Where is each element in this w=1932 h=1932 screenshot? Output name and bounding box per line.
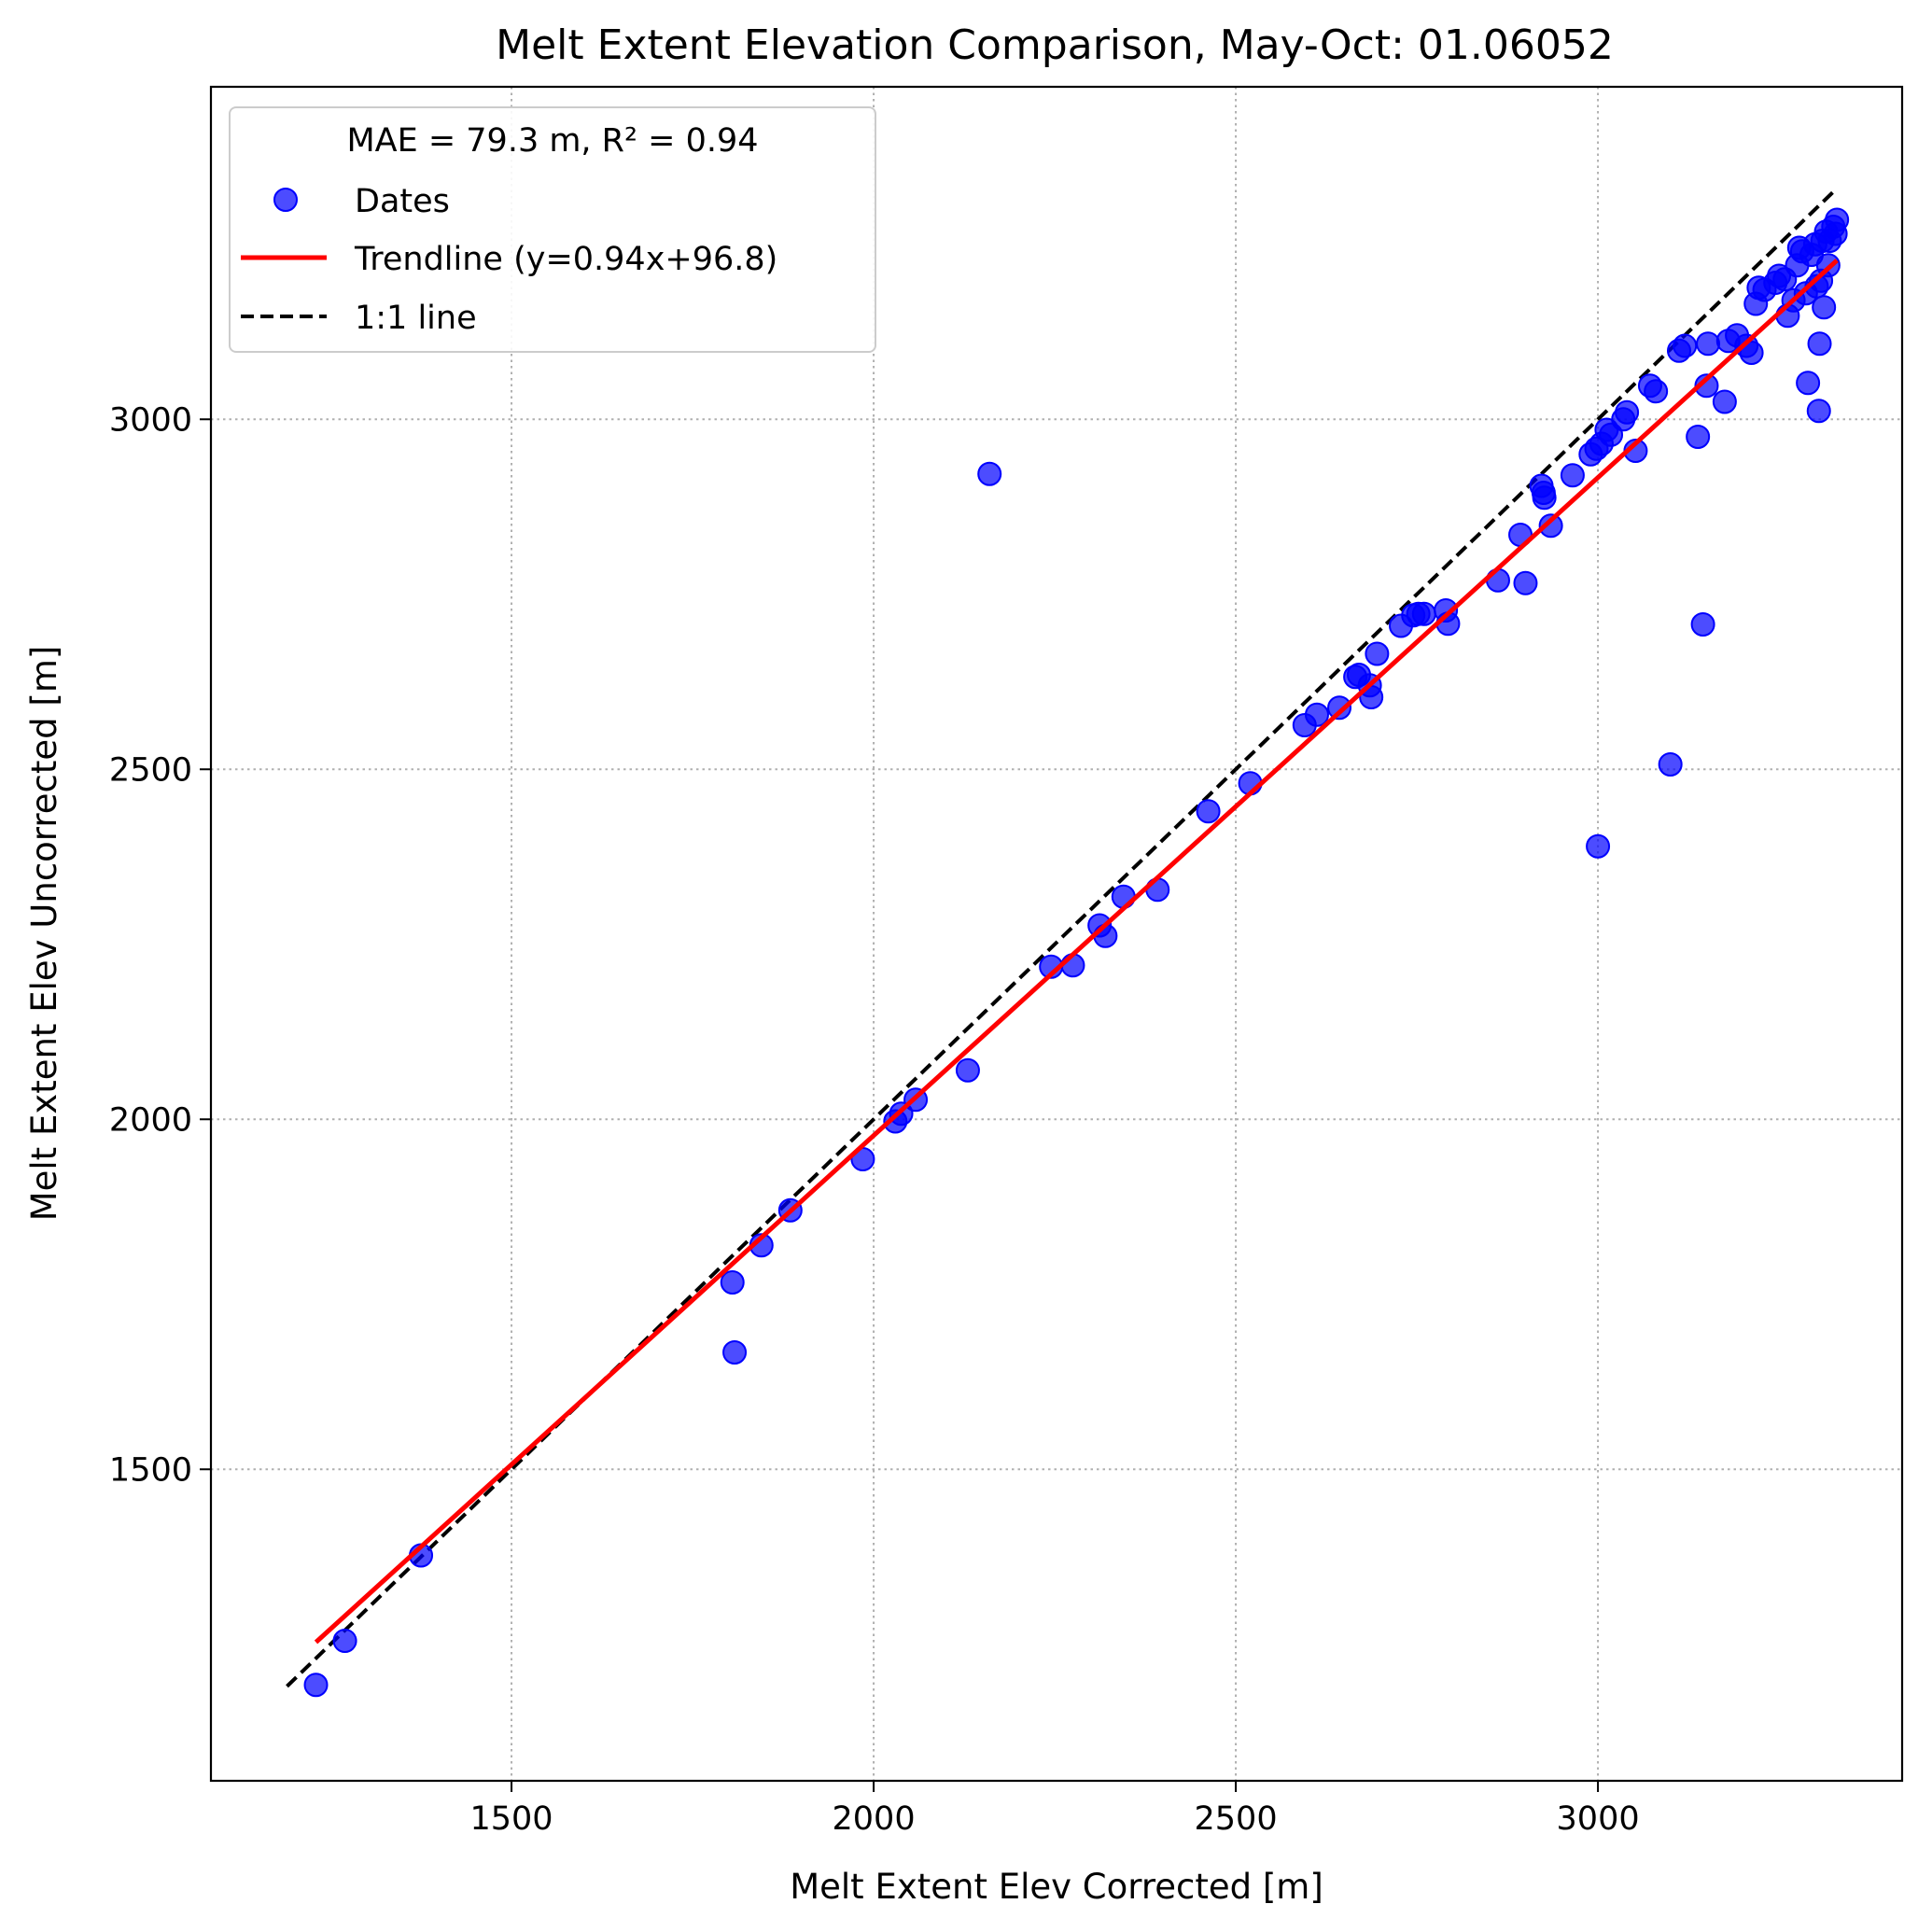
y-tick-label: 3000	[109, 401, 192, 439]
data-point	[1644, 379, 1669, 404]
y-tick-label: 2000	[109, 1101, 192, 1139]
data-point	[720, 1270, 745, 1295]
data-point	[1658, 752, 1683, 777]
data-point	[1560, 463, 1585, 488]
y-axis-label: Melt Extent Elev Uncorrected [m]	[24, 646, 64, 1222]
x-tick-label: 2000	[833, 1800, 916, 1838]
data-point	[1365, 641, 1390, 666]
legend-box	[229, 106, 876, 353]
chart-title: Melt Extent Elevation Comparison, May-Oc…	[496, 21, 1614, 69]
x-axis-label: Melt Extent Elev Corrected [m]	[790, 1867, 1323, 1907]
data-point	[977, 461, 1002, 486]
legend-marker-dates	[273, 188, 298, 212]
data-point	[1739, 341, 1764, 365]
data-point	[332, 1629, 357, 1653]
data-point	[1686, 425, 1711, 449]
data-point	[1690, 612, 1715, 637]
data-point	[1615, 399, 1640, 425]
data-point	[1807, 331, 1832, 357]
data-point	[1806, 399, 1831, 424]
y-tick-label: 1500	[109, 1451, 192, 1489]
x-tick-label: 3000	[1557, 1800, 1640, 1838]
legend-label-one-to-one: 1:1 line	[355, 300, 477, 337]
data-point	[1304, 702, 1329, 727]
legend-label-dates: Dates	[355, 183, 450, 220]
data-point	[1694, 373, 1719, 399]
legend: MAE = 79.3 m, R² = 0.94 Dates Trendline …	[229, 106, 876, 353]
data-point	[1796, 371, 1821, 396]
axis-ticks: 1500 2000 2500 3000 1500 2000 2500 3000	[109, 401, 1640, 1838]
legend-title: MAE = 79.3 m, R² = 0.94	[346, 122, 758, 160]
data-point	[955, 1057, 980, 1083]
data-point	[1538, 513, 1563, 539]
data-point	[303, 1673, 329, 1698]
x-tick-label: 1500	[470, 1800, 553, 1838]
plot-frame	[209, 85, 1904, 1783]
legend-label-trendline: Trendline (y=0.94x+96.8)	[354, 241, 777, 278]
data-points	[303, 207, 1850, 1698]
data-point	[1712, 389, 1737, 414]
data-point	[1513, 570, 1538, 595]
data-point	[1696, 331, 1721, 357]
data-point	[1532, 485, 1557, 511]
y-tick-label: 2500	[109, 751, 192, 789]
data-point	[1825, 207, 1850, 232]
data-point	[1411, 601, 1436, 626]
x-tick-label: 2500	[1195, 1800, 1278, 1838]
data-point	[1327, 695, 1352, 721]
data-point	[1586, 833, 1611, 859]
data-point	[1673, 333, 1698, 358]
data-point	[1196, 799, 1221, 824]
data-point	[1812, 295, 1837, 320]
data-point	[722, 1340, 748, 1365]
trendline	[314, 259, 1839, 1645]
